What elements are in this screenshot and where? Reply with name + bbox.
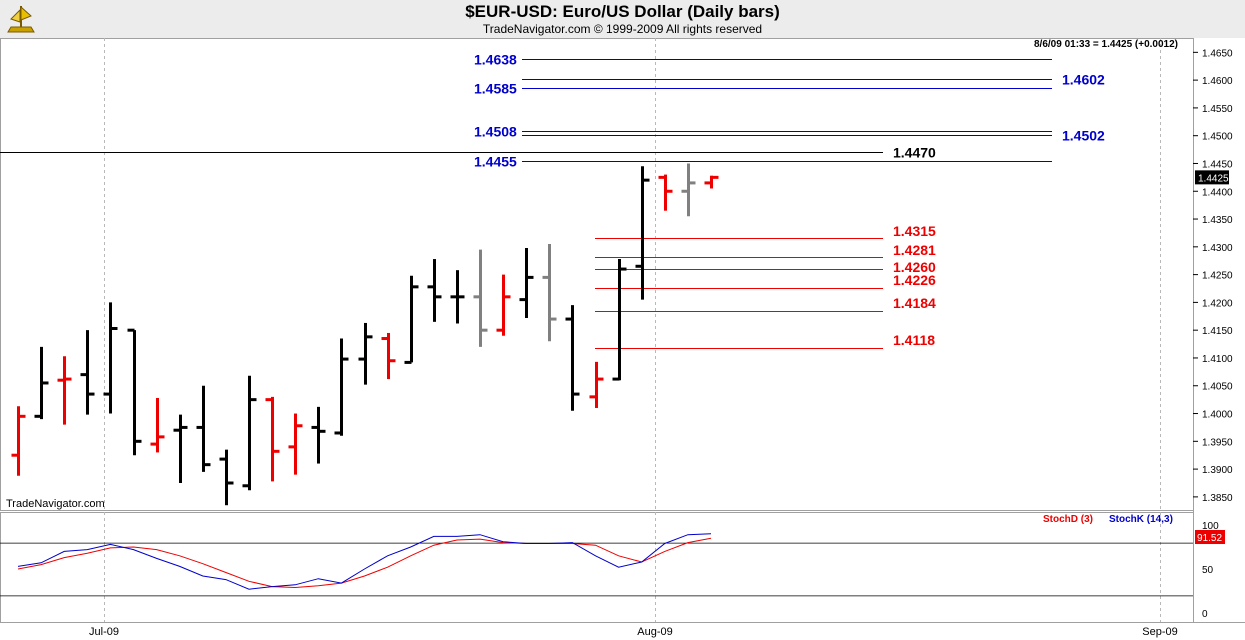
y-tick-label: 1.4100 [1202, 354, 1233, 365]
last-price-badge [1195, 170, 1229, 185]
stochastic-series-line [17, 533, 712, 590]
y-tick-label: 1.4500 [1202, 132, 1233, 143]
level-label-blue: 1.4602 [1062, 72, 1105, 88]
level-label-red: 1.4315 [893, 223, 936, 239]
stoch-y-tick-label: 0 [1202, 609, 1208, 620]
y-tick-label: 1.3900 [1202, 465, 1233, 476]
level-label-blue: 1.4455 [474, 154, 517, 170]
price-levels: 1.4638 1.4585 1.4508 1.4455 1.4602 1.4502 1.44… [0, 52, 1105, 349]
y-tick-label: 1.4200 [1202, 298, 1233, 309]
watermark: TradeNavigator.com [6, 498, 105, 510]
y-tick-label: 1.4350 [1202, 215, 1233, 226]
level-label-red: 1.4184 [893, 295, 936, 311]
stoch-value-badge [1195, 530, 1225, 544]
chart-subtitle: TradeNavigator.com © 1999-2009 All right… [482, 22, 763, 36]
ohlc-bars [11, 163, 719, 506]
level-label-black: 1.4470 [893, 145, 936, 161]
stochastic-panel: StochD (3) StochK (14,3) 100 50 0 91.52 [0, 514, 1225, 620]
legend-stochd: StochD (3) [1043, 514, 1093, 525]
x-tick-label: Aug-09 [637, 626, 672, 638]
x-tick-label: Jul-09 [89, 626, 119, 638]
y-tick-label: 1.4550 [1202, 104, 1233, 115]
x-tick-label: Sep-09 [1142, 626, 1177, 638]
level-label-blue: 1.4508 [474, 124, 517, 140]
chart-title: $EUR-USD: Euro/US Dollar (Daily bars) [465, 2, 780, 21]
level-label-red: 1.4281 [893, 242, 936, 258]
legend-stochk: StochK (14,3) [1109, 514, 1173, 525]
y-tick-label: 1.4450 [1202, 159, 1233, 170]
stoch-y-tick-label: 50 [1202, 565, 1214, 576]
y-tick-label: 1.4050 [1202, 382, 1233, 393]
stochastic-panel-frame [0, 512, 1194, 623]
price-axis: 1.4650 1.4600 1.4550 1.4500 1.4450 1.4400 1.43… [1193, 48, 1233, 504]
level-label-blue: 1.4502 [1062, 128, 1105, 144]
y-tick-label: 1.4300 [1202, 243, 1233, 254]
date-axis: Jul-09 Aug-09 Sep-09 [89, 626, 1178, 638]
chart-header: $EUR-USD: Euro/US Dollar (Daily bars) Tr… [0, 0, 1245, 38]
stoch-value-badge-label: 91.52 [1197, 533, 1222, 544]
trade-navigator-logo-icon [4, 2, 38, 36]
y-tick-label: 1.4600 [1202, 76, 1233, 87]
quote-readout: 8/6/09 01:33 = 1.4425 (+0.0012) [1034, 39, 1178, 50]
level-label-blue: 1.4638 [474, 52, 517, 68]
level-label-red: 1.4118 [893, 332, 935, 348]
level-label-red: 1.4260 [893, 259, 936, 275]
last-price-badge-label: 1.4425 [1198, 173, 1229, 184]
y-tick-label: 1.4000 [1202, 410, 1233, 421]
y-tick-label: 1.4150 [1202, 326, 1233, 337]
level-label-blue: 1.4585 [474, 81, 517, 97]
y-tick-label: 1.4650 [1202, 48, 1233, 59]
y-tick-label: 1.3950 [1202, 437, 1233, 448]
y-tick-label: 1.4400 [1202, 187, 1233, 198]
level-label-red: 1.4226 [893, 272, 936, 288]
y-tick-label: 1.4250 [1202, 271, 1233, 282]
y-tick-label: 1.3850 [1202, 493, 1233, 504]
stochastic-series-line [17, 537, 712, 589]
stoch-y-tick-label: 100 [1202, 521, 1219, 532]
vertical-gridlines [104, 38, 1161, 622]
